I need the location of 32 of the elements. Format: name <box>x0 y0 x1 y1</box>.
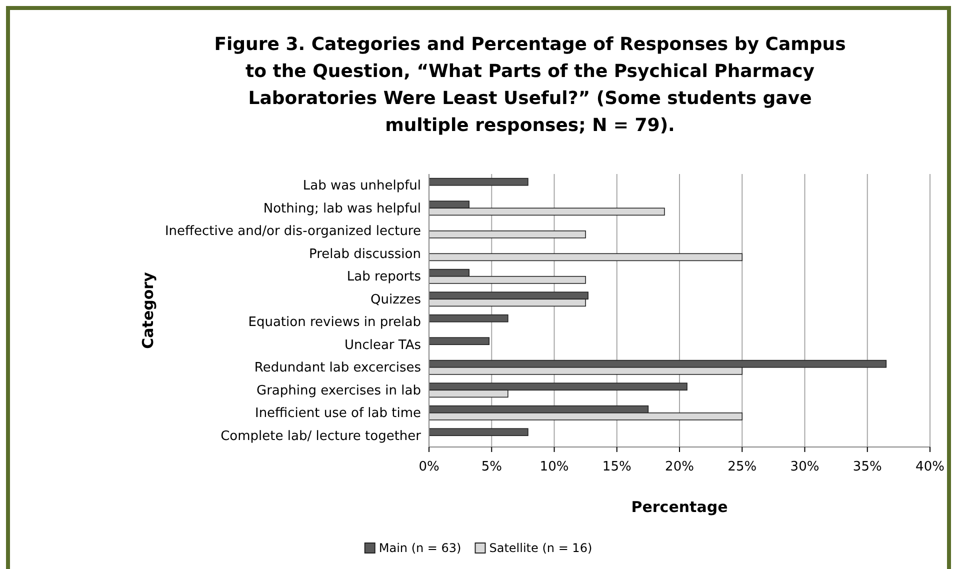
y-tick-label: Lab reports <box>346 270 422 285</box>
x-tick-label: 25% <box>728 460 757 475</box>
bar <box>428 337 490 346</box>
y-tick-label: Graphing exercises in lab <box>256 383 421 398</box>
y-tick-label: Complete lab/ lecture together <box>220 428 422 444</box>
y-tick-label: Quizzes <box>370 292 422 308</box>
x-axis-title: Percentage <box>631 498 728 516</box>
x-tick-label: 0% <box>418 460 440 475</box>
y-tick-label: Prelab discussion <box>308 246 421 262</box>
x-tick-label: 20% <box>665 460 694 475</box>
y-axis-title: Category <box>138 272 157 349</box>
legend-label: Satellite (n = 16) <box>489 541 592 555</box>
bar <box>428 428 528 436</box>
y-tick-label: Lab was unhelpful <box>302 178 421 194</box>
x-tick-label: 40% <box>916 460 944 475</box>
bar <box>428 230 586 238</box>
bar <box>428 253 743 262</box>
y-tick-label: Nothing; lab was helpful <box>263 201 421 216</box>
chart-title: Figure 3. Categories and Percentage of Responses by Campus to the Question, “What Parts of the Psychical Pharmacy Laboratories Were Least Useful?” (Some students gave multiple responses; N = 79). <box>214 34 846 136</box>
bar <box>428 178 528 186</box>
legend-label: Main (n = 63) <box>378 541 462 555</box>
y-tick-label: Inefficient use of lab time <box>254 406 421 422</box>
bar <box>428 314 508 322</box>
y-tick-label: Unclear TAs <box>344 338 422 353</box>
x-tick-label: 35% <box>852 460 882 475</box>
x-tick-label: 30% <box>790 460 820 475</box>
x-tick-label: 5% <box>481 460 502 475</box>
x-tick-label: 15% <box>602 460 632 475</box>
x-tick-label: 10% <box>540 460 569 475</box>
y-tick-label: Redundant lab excercises <box>254 360 422 376</box>
y-tick-label: Equation reviews in prelab <box>248 315 421 330</box>
y-tick-label: Ineffective and/or dis-organized lecture <box>164 224 421 240</box>
